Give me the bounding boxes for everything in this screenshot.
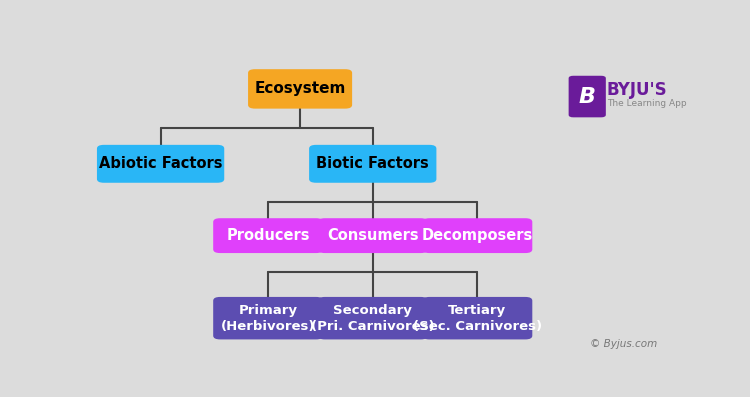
Text: © Byjus.com: © Byjus.com <box>590 339 658 349</box>
Text: Abiotic Factors: Abiotic Factors <box>99 156 222 171</box>
FancyBboxPatch shape <box>248 69 352 109</box>
FancyBboxPatch shape <box>97 145 224 183</box>
Text: Secondary
(Pri. Carnivores): Secondary (Pri. Carnivores) <box>311 304 434 333</box>
Text: Biotic Factors: Biotic Factors <box>316 156 429 171</box>
FancyBboxPatch shape <box>568 76 606 118</box>
Text: BYJU'S: BYJU'S <box>607 81 668 99</box>
FancyBboxPatch shape <box>422 297 532 339</box>
FancyBboxPatch shape <box>422 218 532 253</box>
Text: Primary
(Herbivores): Primary (Herbivores) <box>220 304 315 333</box>
Text: Decomposers: Decomposers <box>422 228 533 243</box>
Text: Tertiary
(Sec. Carnivores): Tertiary (Sec. Carnivores) <box>413 304 542 333</box>
FancyBboxPatch shape <box>309 145 436 183</box>
Text: Consumers: Consumers <box>327 228 419 243</box>
Text: Ecosystem: Ecosystem <box>254 81 346 96</box>
FancyBboxPatch shape <box>213 218 323 253</box>
Text: The Learning App: The Learning App <box>607 99 686 108</box>
FancyBboxPatch shape <box>318 218 428 253</box>
FancyBboxPatch shape <box>213 297 323 339</box>
Text: B: B <box>579 87 596 106</box>
FancyBboxPatch shape <box>318 297 428 339</box>
Text: Producers: Producers <box>226 228 310 243</box>
